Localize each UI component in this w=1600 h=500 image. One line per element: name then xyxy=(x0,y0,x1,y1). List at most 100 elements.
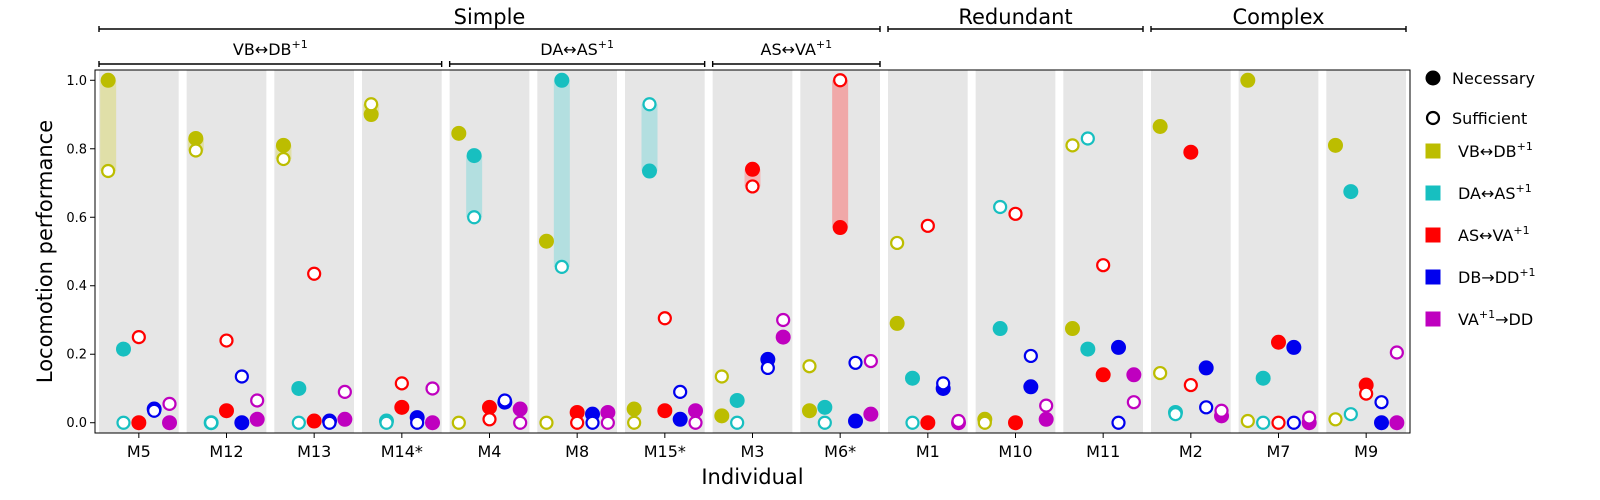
sufficient-point xyxy=(585,415,600,430)
necessary-point xyxy=(451,125,467,141)
necessary-point xyxy=(1286,339,1302,355)
category-background xyxy=(449,70,530,433)
sufficient-point xyxy=(1126,395,1141,410)
necessary-point xyxy=(745,161,760,177)
necessary-point xyxy=(337,411,353,427)
category-background xyxy=(888,70,968,433)
sufficient-point xyxy=(570,415,585,430)
necessary-point xyxy=(600,404,616,420)
necessary-point xyxy=(672,411,688,427)
x-axis-label: Individual xyxy=(701,465,803,489)
category-background xyxy=(1238,70,1319,433)
necessary-point xyxy=(1064,321,1080,337)
y-tick-label: 0.8 xyxy=(66,142,87,157)
legend-swatch xyxy=(1425,185,1441,201)
sufficient-point xyxy=(513,415,528,430)
necessary-point xyxy=(1255,370,1271,386)
legend-series-label: VB↔DB+1 xyxy=(1458,140,1533,161)
sufficient-point xyxy=(714,369,729,384)
necessary-point xyxy=(249,411,265,427)
sufficient-point xyxy=(539,415,554,430)
sufficient-point xyxy=(131,330,146,345)
x-tick-label: M12 xyxy=(209,442,243,461)
legend: Necessary Sufficient VB↔DB+1 DA↔AS+1 AS↔VA+1… xyxy=(1425,69,1536,329)
category-background xyxy=(625,70,705,433)
sufficient-point xyxy=(482,412,497,427)
y-tick-label: 0.4 xyxy=(66,279,87,294)
necessary-point xyxy=(131,415,147,431)
necessary-point xyxy=(863,406,879,422)
group-label: Simple xyxy=(454,5,526,29)
necessary-point xyxy=(848,413,864,429)
necessary-point xyxy=(1343,184,1359,200)
y-tick-label: 0.6 xyxy=(66,211,87,226)
necessary-point xyxy=(363,107,379,123)
group-label: Complex xyxy=(1232,5,1324,29)
necessary-point xyxy=(188,130,204,146)
necessary-point xyxy=(1198,360,1214,376)
necessary-point xyxy=(306,413,322,429)
sufficient-point xyxy=(848,355,863,370)
sufficient-point xyxy=(1271,415,1286,430)
sufficient-point xyxy=(116,415,131,430)
necessary-point xyxy=(1038,411,1054,427)
highlight-bar xyxy=(100,80,117,172)
necessary-point xyxy=(1152,119,1168,135)
necessary-point xyxy=(291,380,307,396)
legend-series-label: AS↔VA+1 xyxy=(1458,224,1530,245)
category-background xyxy=(362,70,442,433)
sufficient-point xyxy=(379,415,394,430)
x-tick-label: M14* xyxy=(381,442,423,461)
sufficient-point xyxy=(1096,258,1111,273)
necessary-point xyxy=(1271,334,1286,350)
necessary-point xyxy=(641,163,657,179)
sufficient-point xyxy=(1328,412,1343,427)
sufficient-point xyxy=(467,210,482,225)
sufficient-point xyxy=(1023,348,1038,364)
category-background xyxy=(274,70,354,433)
sufficient-point xyxy=(410,415,425,430)
sufficient-point xyxy=(1214,403,1229,418)
sufficient-point xyxy=(497,393,512,408)
sufficient-point xyxy=(600,415,615,430)
x-tick-label: M10 xyxy=(998,442,1032,461)
legend-sufficient-marker xyxy=(1425,110,1441,126)
sufficient-point xyxy=(1008,206,1023,221)
sufficient-point xyxy=(1039,398,1054,413)
necessary-point xyxy=(1327,137,1343,153)
necessary-point xyxy=(1389,415,1405,431)
sufficient-point xyxy=(1343,407,1358,422)
sufficient-point xyxy=(833,73,848,88)
data-points xyxy=(100,72,1405,431)
sufficient-point xyxy=(905,415,920,430)
x-tick-label: M3 xyxy=(741,442,765,461)
y-tick-label: 1.0 xyxy=(66,74,87,89)
sufficient-point xyxy=(291,415,306,430)
necessary-point xyxy=(482,399,497,415)
category-background xyxy=(186,70,267,433)
necessary-point xyxy=(1080,341,1096,357)
necessary-point xyxy=(992,321,1008,337)
subgroup-label: VB↔DB+1 xyxy=(233,38,308,59)
sufficient-point xyxy=(1286,415,1301,430)
sufficient-point xyxy=(627,415,642,430)
necessary-point xyxy=(1095,367,1111,383)
category-background xyxy=(537,70,617,433)
necessary-point xyxy=(626,401,642,417)
necessary-point xyxy=(688,403,704,419)
necessary-point xyxy=(729,392,745,408)
sufficient-point xyxy=(745,179,760,194)
y-axis-ticks: 0.0 0.2 0.4 0.6 0.8 1.0 xyxy=(66,74,95,431)
highlight-bar xyxy=(466,155,483,218)
x-tick-label: M11 xyxy=(1086,442,1120,461)
sufficient-point xyxy=(276,151,291,167)
sufficient-point xyxy=(1374,395,1389,410)
necessary-point xyxy=(219,403,234,419)
sufficient-point xyxy=(1359,386,1374,401)
legend-series-label: DA↔AS+1 xyxy=(1458,182,1532,203)
category-backgrounds xyxy=(99,70,1406,433)
sufficient-point xyxy=(364,97,379,112)
x-tick-label: M2 xyxy=(1179,442,1203,461)
x-tick-label: M13 xyxy=(297,442,331,461)
